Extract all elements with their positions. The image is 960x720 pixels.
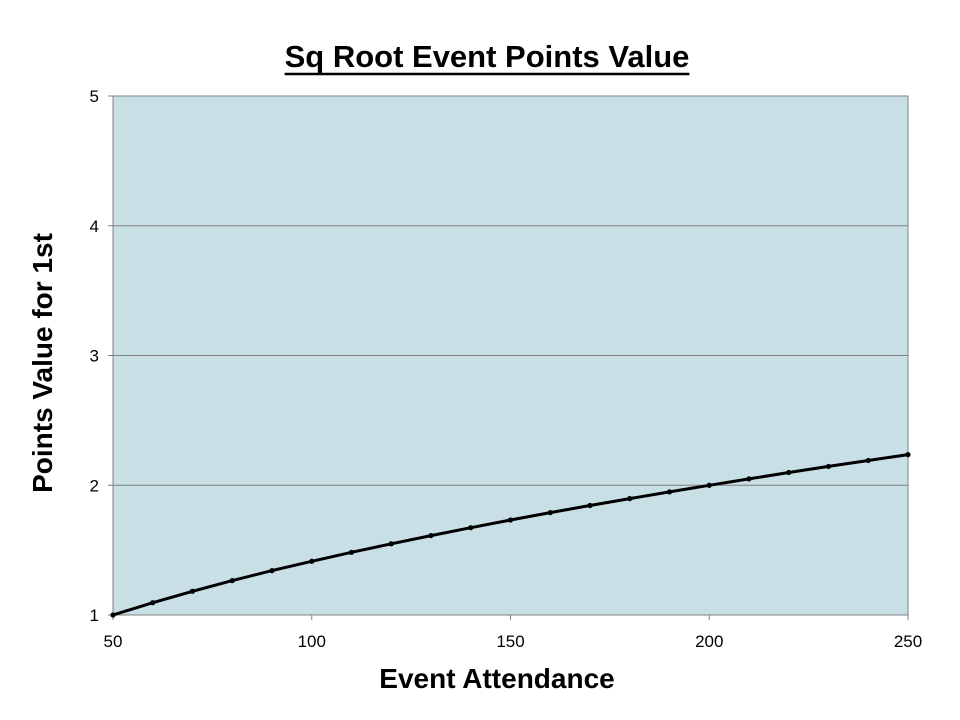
x-axis-ticks: 50 100 150 200 250: [104, 615, 922, 651]
data-point-180: [627, 496, 633, 502]
data-point-60: [150, 600, 156, 606]
data-point-150: [507, 517, 514, 523]
x-tick-label-250: 250: [894, 632, 922, 651]
x-tick-label-100: 100: [298, 632, 326, 651]
y-tick-label-4: 4: [90, 217, 99, 236]
y-tick-label-3: 3: [90, 347, 99, 366]
y-axis-ticks: 1 2 3 4 5: [90, 87, 113, 625]
data-point-250: [905, 452, 911, 458]
data-point-220: [786, 469, 792, 476]
data-point-140: [468, 525, 474, 531]
y-tick-label-5: 5: [90, 87, 99, 106]
data-point-50: [110, 612, 116, 618]
data-point-70: [189, 588, 196, 594]
data-point-240: [865, 457, 871, 464]
grid-lines: [113, 225, 908, 486]
data-point-130: [428, 532, 434, 539]
data-point-160: [547, 510, 553, 516]
y-tick-label-1: 1: [90, 606, 99, 625]
data-point-120: [388, 541, 394, 547]
data-point-190: [666, 489, 673, 495]
data-point-80: [229, 578, 235, 584]
x-tick-label-150: 150: [496, 632, 524, 651]
y-axis-title: Points Value for 1st: [27, 233, 58, 493]
data-point-230: [825, 463, 832, 470]
data-point-100: [309, 558, 315, 564]
data-point-110: [348, 549, 355, 555]
data-point-90: [269, 568, 275, 574]
data-point-210: [746, 476, 752, 482]
data-point-170: [587, 502, 593, 509]
data-point-200: [706, 482, 712, 488]
x-axis-title: Event Attendance: [379, 663, 614, 694]
x-tick-label-200: 200: [695, 632, 723, 651]
x-tick-label-50: 50: [104, 632, 123, 651]
y-tick-label-2: 2: [90, 476, 99, 495]
chart-title: Sq Root Event Points Value: [285, 39, 690, 74]
series-points: [110, 452, 911, 618]
